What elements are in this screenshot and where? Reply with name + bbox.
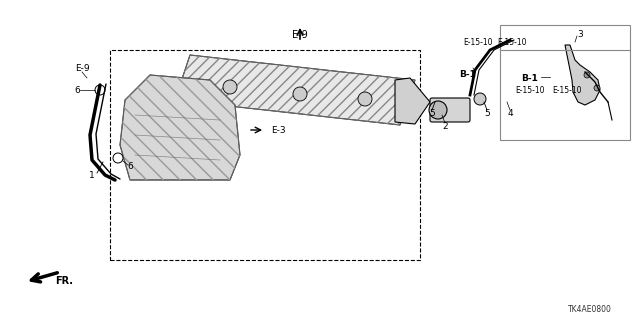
Polygon shape	[565, 45, 600, 105]
Text: E-15-10: E-15-10	[497, 37, 527, 46]
Text: E-15-10: E-15-10	[552, 85, 582, 94]
Circle shape	[223, 80, 237, 94]
Text: E-9: E-9	[75, 63, 90, 73]
Text: 2: 2	[442, 122, 448, 131]
Text: 6: 6	[127, 162, 133, 171]
Text: B-1: B-1	[522, 74, 538, 83]
Circle shape	[358, 92, 372, 106]
Text: 1: 1	[89, 171, 95, 180]
Circle shape	[113, 153, 123, 163]
Polygon shape	[395, 78, 430, 124]
Circle shape	[293, 87, 307, 101]
Polygon shape	[175, 55, 415, 125]
Text: B-1: B-1	[460, 69, 476, 78]
Text: E-15-10: E-15-10	[463, 37, 493, 46]
Circle shape	[584, 72, 590, 78]
FancyBboxPatch shape	[500, 25, 630, 140]
FancyBboxPatch shape	[430, 98, 470, 122]
Text: 4: 4	[507, 108, 513, 117]
Text: TK4AE0800: TK4AE0800	[568, 306, 612, 315]
Text: E-9: E-9	[292, 30, 308, 40]
Circle shape	[474, 93, 486, 105]
Text: E-15-10: E-15-10	[515, 85, 545, 94]
Circle shape	[429, 101, 447, 119]
Text: 6: 6	[74, 85, 80, 94]
Text: E-3: E-3	[271, 125, 285, 134]
Circle shape	[594, 85, 600, 91]
Text: 5: 5	[429, 108, 435, 117]
Text: FR.: FR.	[55, 276, 73, 286]
Circle shape	[95, 85, 105, 95]
Text: 5: 5	[484, 108, 490, 117]
Polygon shape	[120, 75, 240, 180]
Text: 3: 3	[577, 29, 583, 38]
